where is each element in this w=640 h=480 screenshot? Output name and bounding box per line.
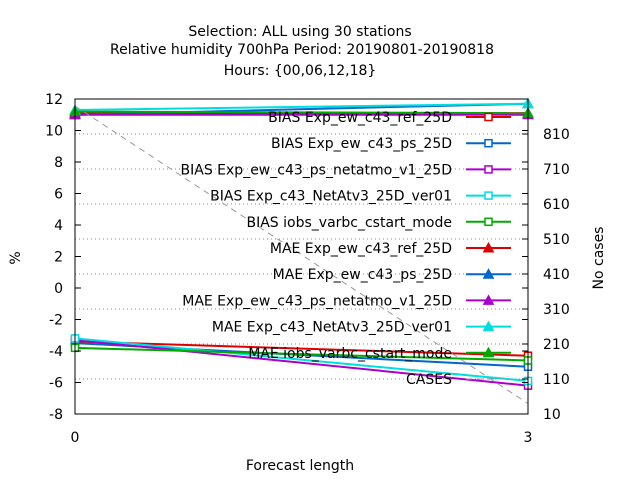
y-tick-label-1: -6 <box>49 376 63 392</box>
y-axis-label: % <box>8 251 24 264</box>
y2-tick-label-3: 310 <box>543 302 570 318</box>
chart-title-line-1: Selection: ALL using 30 stations <box>188 24 411 40</box>
legend-label-0: BIAS Exp_ew_c43_ref_25D <box>268 110 452 126</box>
legend-marker-1 <box>484 138 493 148</box>
y2-tick-label-2: 210 <box>543 337 570 353</box>
legend-label-2: BIAS Exp_ew_c43_ps_netatmo_v1_25D <box>181 162 452 178</box>
chart-title-line-2: Relative humidity 700hPa Period: 2019080… <box>110 42 494 58</box>
y-tick-label-7: 6 <box>54 187 63 203</box>
legend-marker-4 <box>484 217 493 227</box>
y-tick-label-4: 0 <box>54 281 63 297</box>
legend-label-7: MAE Exp_ew_c43_ps_netatmo_v1_25D <box>182 293 452 309</box>
x-tick-label-0: 0 <box>71 430 80 446</box>
x-axis-label: Forecast length <box>246 458 354 474</box>
legend-label-3: BIAS Exp_c43_NetAtv3_25D_ver01 <box>210 189 452 205</box>
legend-marker-0 <box>484 112 493 122</box>
series-line-4 <box>74 346 529 362</box>
y2-axis-ticks: 10 110 210 310 410 510 610 710 810 <box>522 127 570 423</box>
y2-tick-label-6: 610 <box>543 197 570 213</box>
legend-label-8: MAE Exp_c43_NetAtv3_25D_ver01 <box>212 320 452 336</box>
legend-label-9: MAE iobs_varbc_cstart_mode <box>248 346 452 362</box>
series-10 <box>74 105 529 404</box>
y-axis-ticks: -8 -6 -4 -2 0 2 4 6 8 10 12 <box>45 92 528 423</box>
y-tick-label-9: 10 <box>45 124 63 140</box>
series-line-9 <box>74 110 529 115</box>
series-line-2 <box>74 338 529 387</box>
y-tick-label-3: -2 <box>49 313 63 329</box>
y-tick-label-8: 8 <box>54 155 63 171</box>
series-line-8 <box>74 102 529 112</box>
y2-axis-label: No cases <box>591 227 607 290</box>
y-tick-label-6: 4 <box>54 218 63 234</box>
x-tick-label-1: 3 <box>524 430 533 446</box>
y-tick-label-5: 2 <box>54 250 63 266</box>
y-tick-label-2: -4 <box>49 344 63 360</box>
legend-label-10: CASES <box>406 372 452 388</box>
chart-title: Selection: ALL using 30 stations Relativ… <box>110 24 494 79</box>
legend-marker-7 <box>482 294 495 305</box>
legend-marker-3 <box>484 191 493 200</box>
y2-tick-label-0: 10 <box>543 407 561 423</box>
legend-marker-9 <box>482 346 495 358</box>
legend-label-4: BIAS iobs_varbc_cstart_mode <box>247 215 453 231</box>
y2-tick-label-7: 710 <box>543 162 570 178</box>
y2-tick-label-4: 410 <box>543 267 570 283</box>
legend-marker-6 <box>482 268 495 279</box>
series-line-3 <box>74 337 529 382</box>
y-tick-label-0: -8 <box>49 407 63 423</box>
legend: BIAS Exp_ew_c43_ref_25D BIAS Exp_ew_c43_p… <box>181 110 511 388</box>
y2-tick-label-8: 810 <box>543 127 570 143</box>
legend-marker-5 <box>482 241 495 253</box>
y-tick-label-10: 12 <box>45 92 63 108</box>
chart-title-line-3: Hours: {00,06,12,18} <box>224 63 377 79</box>
legend-label-6: MAE Exp_ew_c43_ps_25D <box>273 267 452 283</box>
y2-tick-label-5: 510 <box>543 232 570 248</box>
legend-label-5: MAE Exp_ew_c43_ref_25D <box>270 241 452 257</box>
legend-label-1: BIAS Exp_ew_c43_ps_25D <box>271 136 452 152</box>
legend-marker-2 <box>484 165 493 174</box>
legend-marker-8 <box>482 320 495 332</box>
series-line-10 <box>74 105 529 404</box>
y2-tick-label-1: 110 <box>543 372 570 388</box>
